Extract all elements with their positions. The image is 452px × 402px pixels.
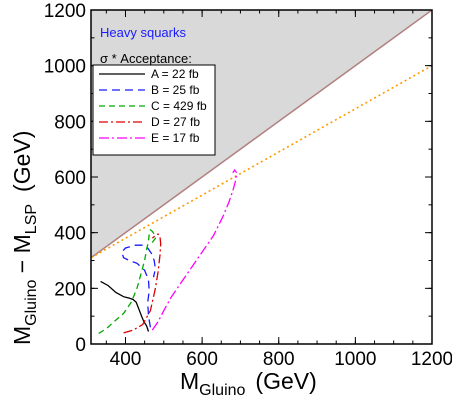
- y-tick-label: 200: [54, 279, 86, 300]
- x-tick-label: 1200: [411, 349, 452, 370]
- legend-label-b: B = 25 fb: [151, 83, 200, 97]
- legend-label-e: E = 17 fb: [151, 131, 200, 145]
- series-line-a: [100, 280, 150, 332]
- reference-dotted-line: [91, 64, 432, 259]
- x-tick-label: 600: [186, 349, 218, 370]
- series-line-b: [120, 244, 157, 328]
- series-line-c: [98, 228, 157, 334]
- legend-title: σ * Acceptance:: [100, 51, 192, 66]
- y-tick-label: 1200: [44, 1, 86, 22]
- y-tick-label: 600: [54, 168, 86, 189]
- legend-label-a: A = 22 fb: [151, 67, 199, 81]
- series-line-d: [123, 233, 162, 334]
- legend-label-c: C = 429 fb: [151, 99, 207, 113]
- y-axis-label: MGluino − MLSP(GeV): [9, 131, 40, 345]
- y-tick-label: 1000: [44, 57, 86, 78]
- y-tick-label: 0: [75, 335, 86, 356]
- excluded-boundary-line: [91, 10, 432, 259]
- y-tick-label: 400: [54, 224, 86, 245]
- x-tick-label: 800: [263, 349, 295, 370]
- axis-ticks: 400 600 800 1000 1200 0 200 400 600 800 1000 1200: [44, 1, 452, 370]
- legend-label-d: D = 27 fb: [151, 115, 200, 129]
- series-layer: [91, 64, 432, 334]
- legend-box: [92, 64, 216, 156]
- series-line-e: [151, 168, 238, 331]
- x-axis-label: MGluino (GeV): [180, 368, 317, 399]
- x-tick-label: 1000: [334, 349, 376, 370]
- x-tick-label: 400: [110, 349, 142, 370]
- y-tick-label: 800: [54, 112, 86, 133]
- legend: A = 22 fb B = 25 fb C = 429 fb D = 27 fb E =…: [99, 67, 207, 145]
- annotation-heavy-squarks: Heavy squarks: [100, 25, 186, 40]
